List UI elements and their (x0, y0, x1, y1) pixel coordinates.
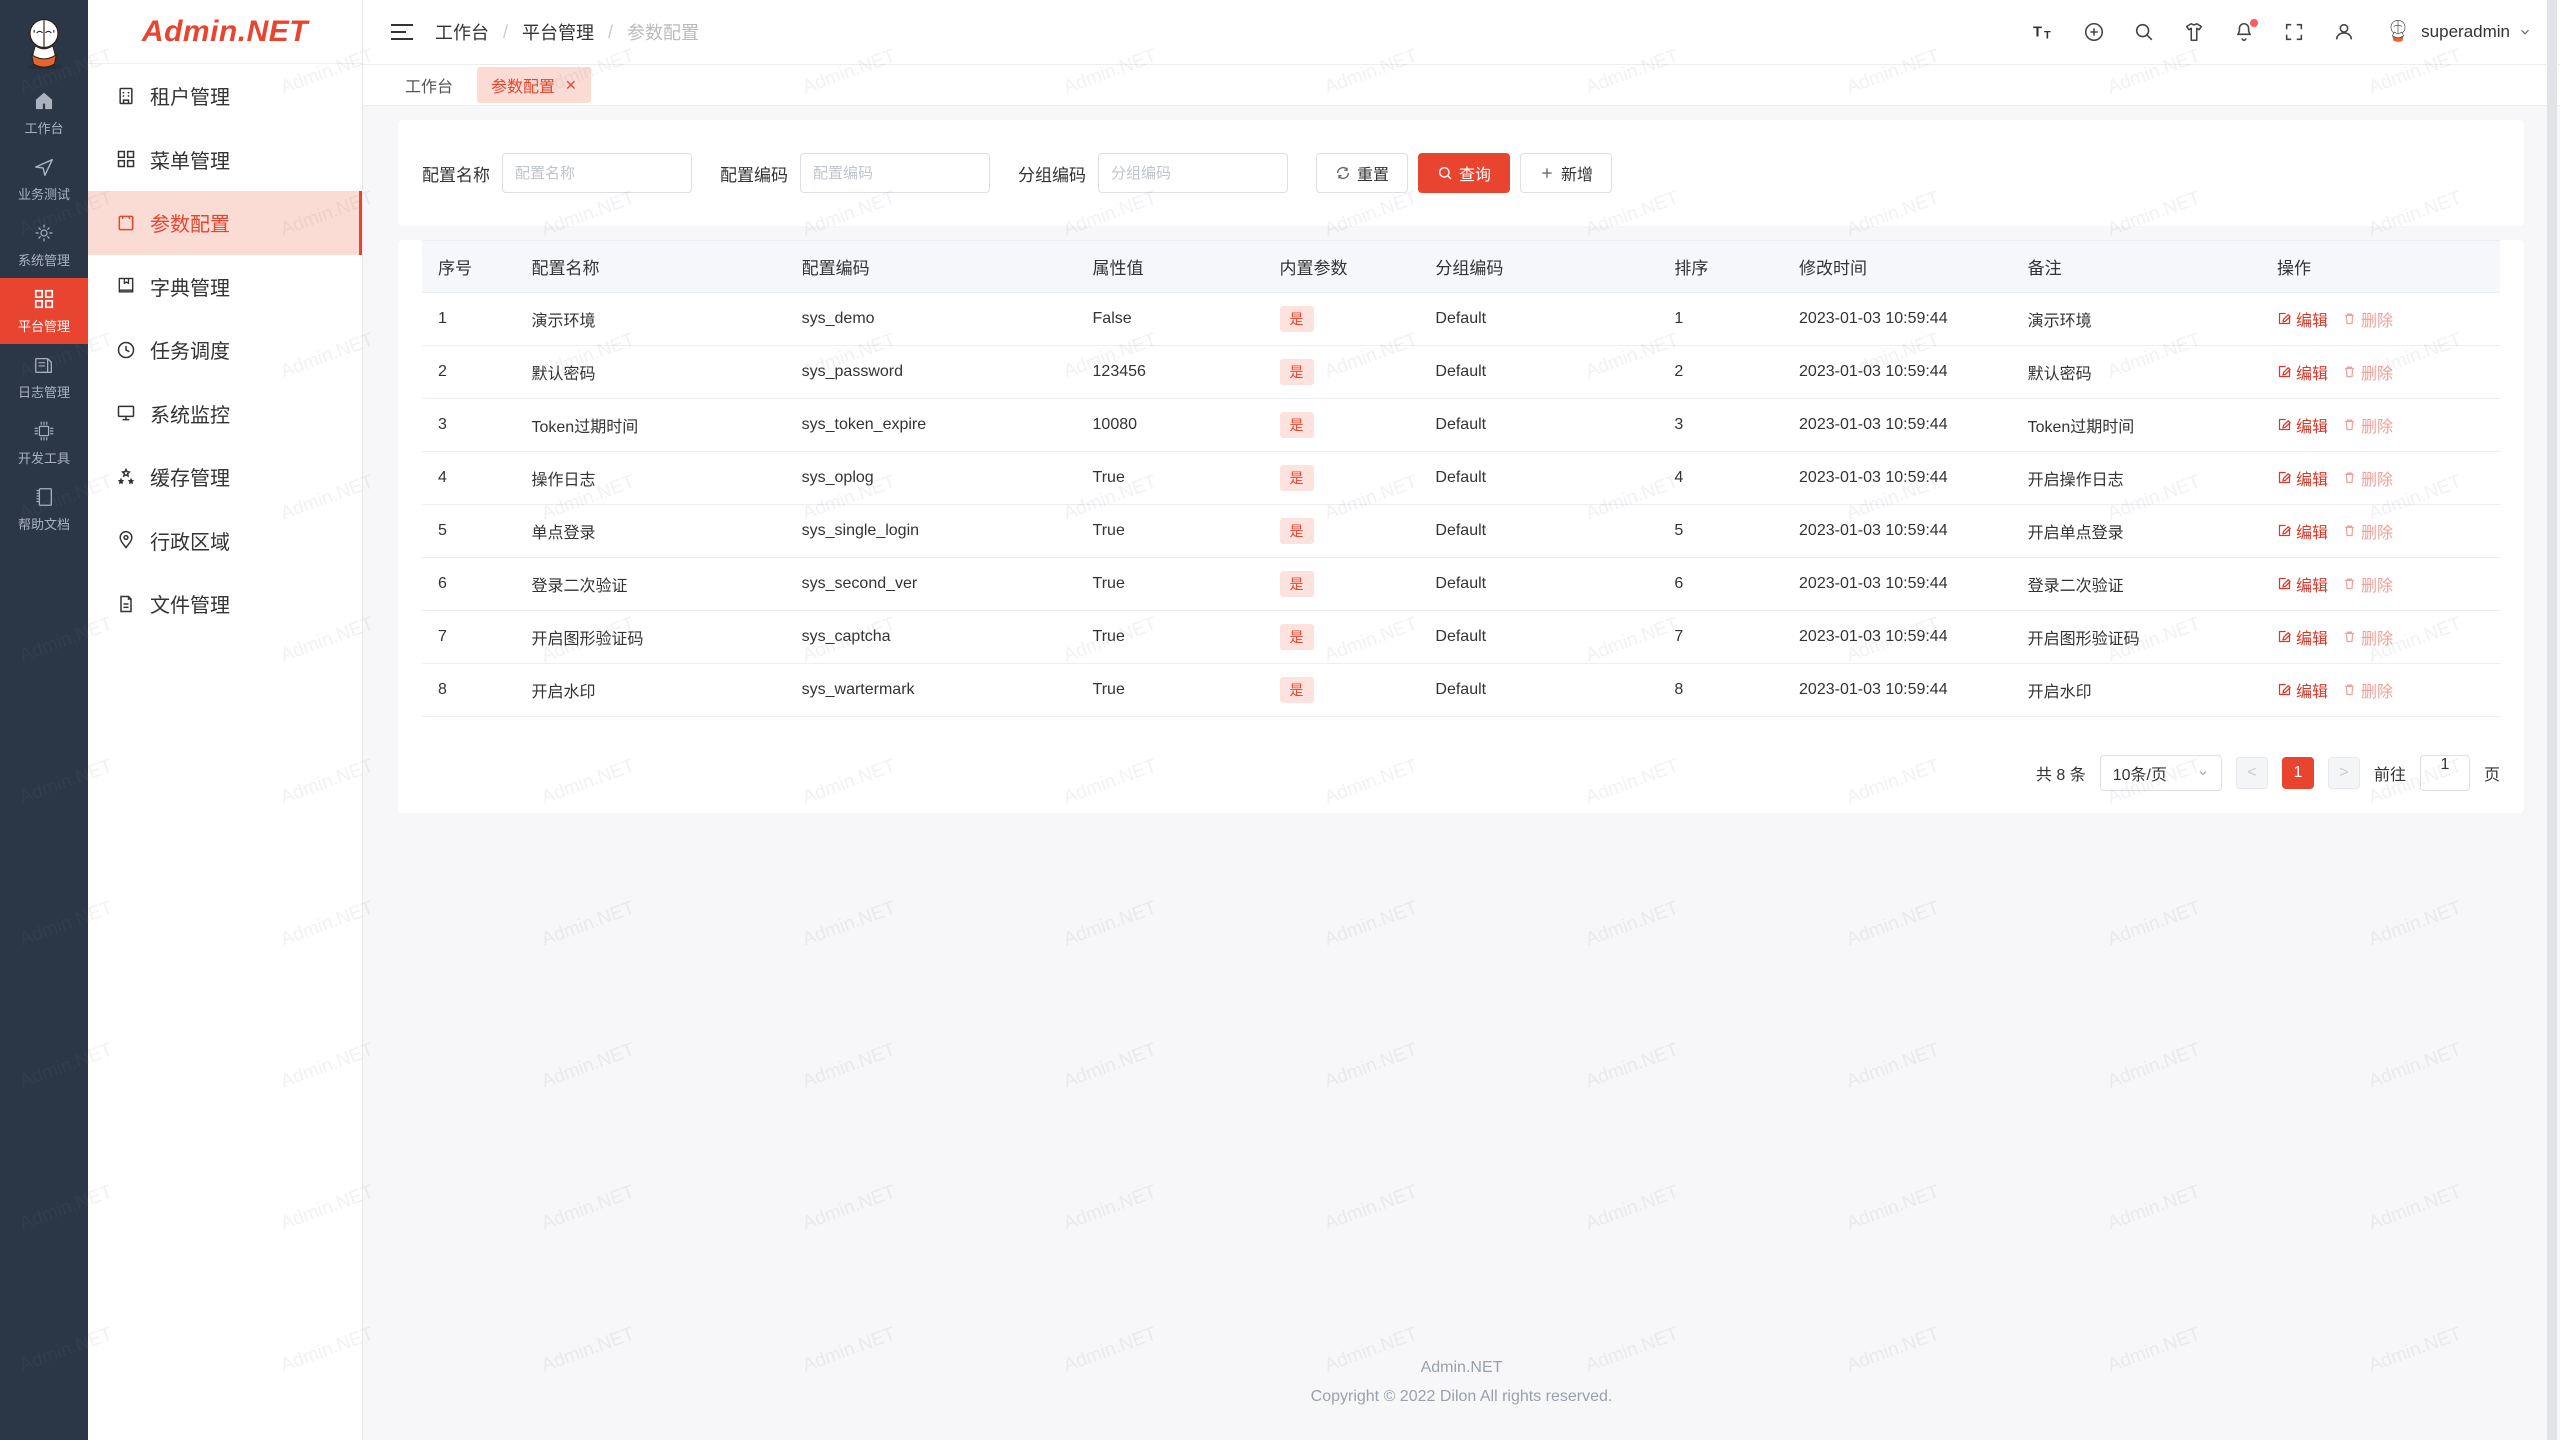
svg-text:T: T (2033, 25, 2042, 41)
svg-text:T: T (2044, 29, 2051, 41)
